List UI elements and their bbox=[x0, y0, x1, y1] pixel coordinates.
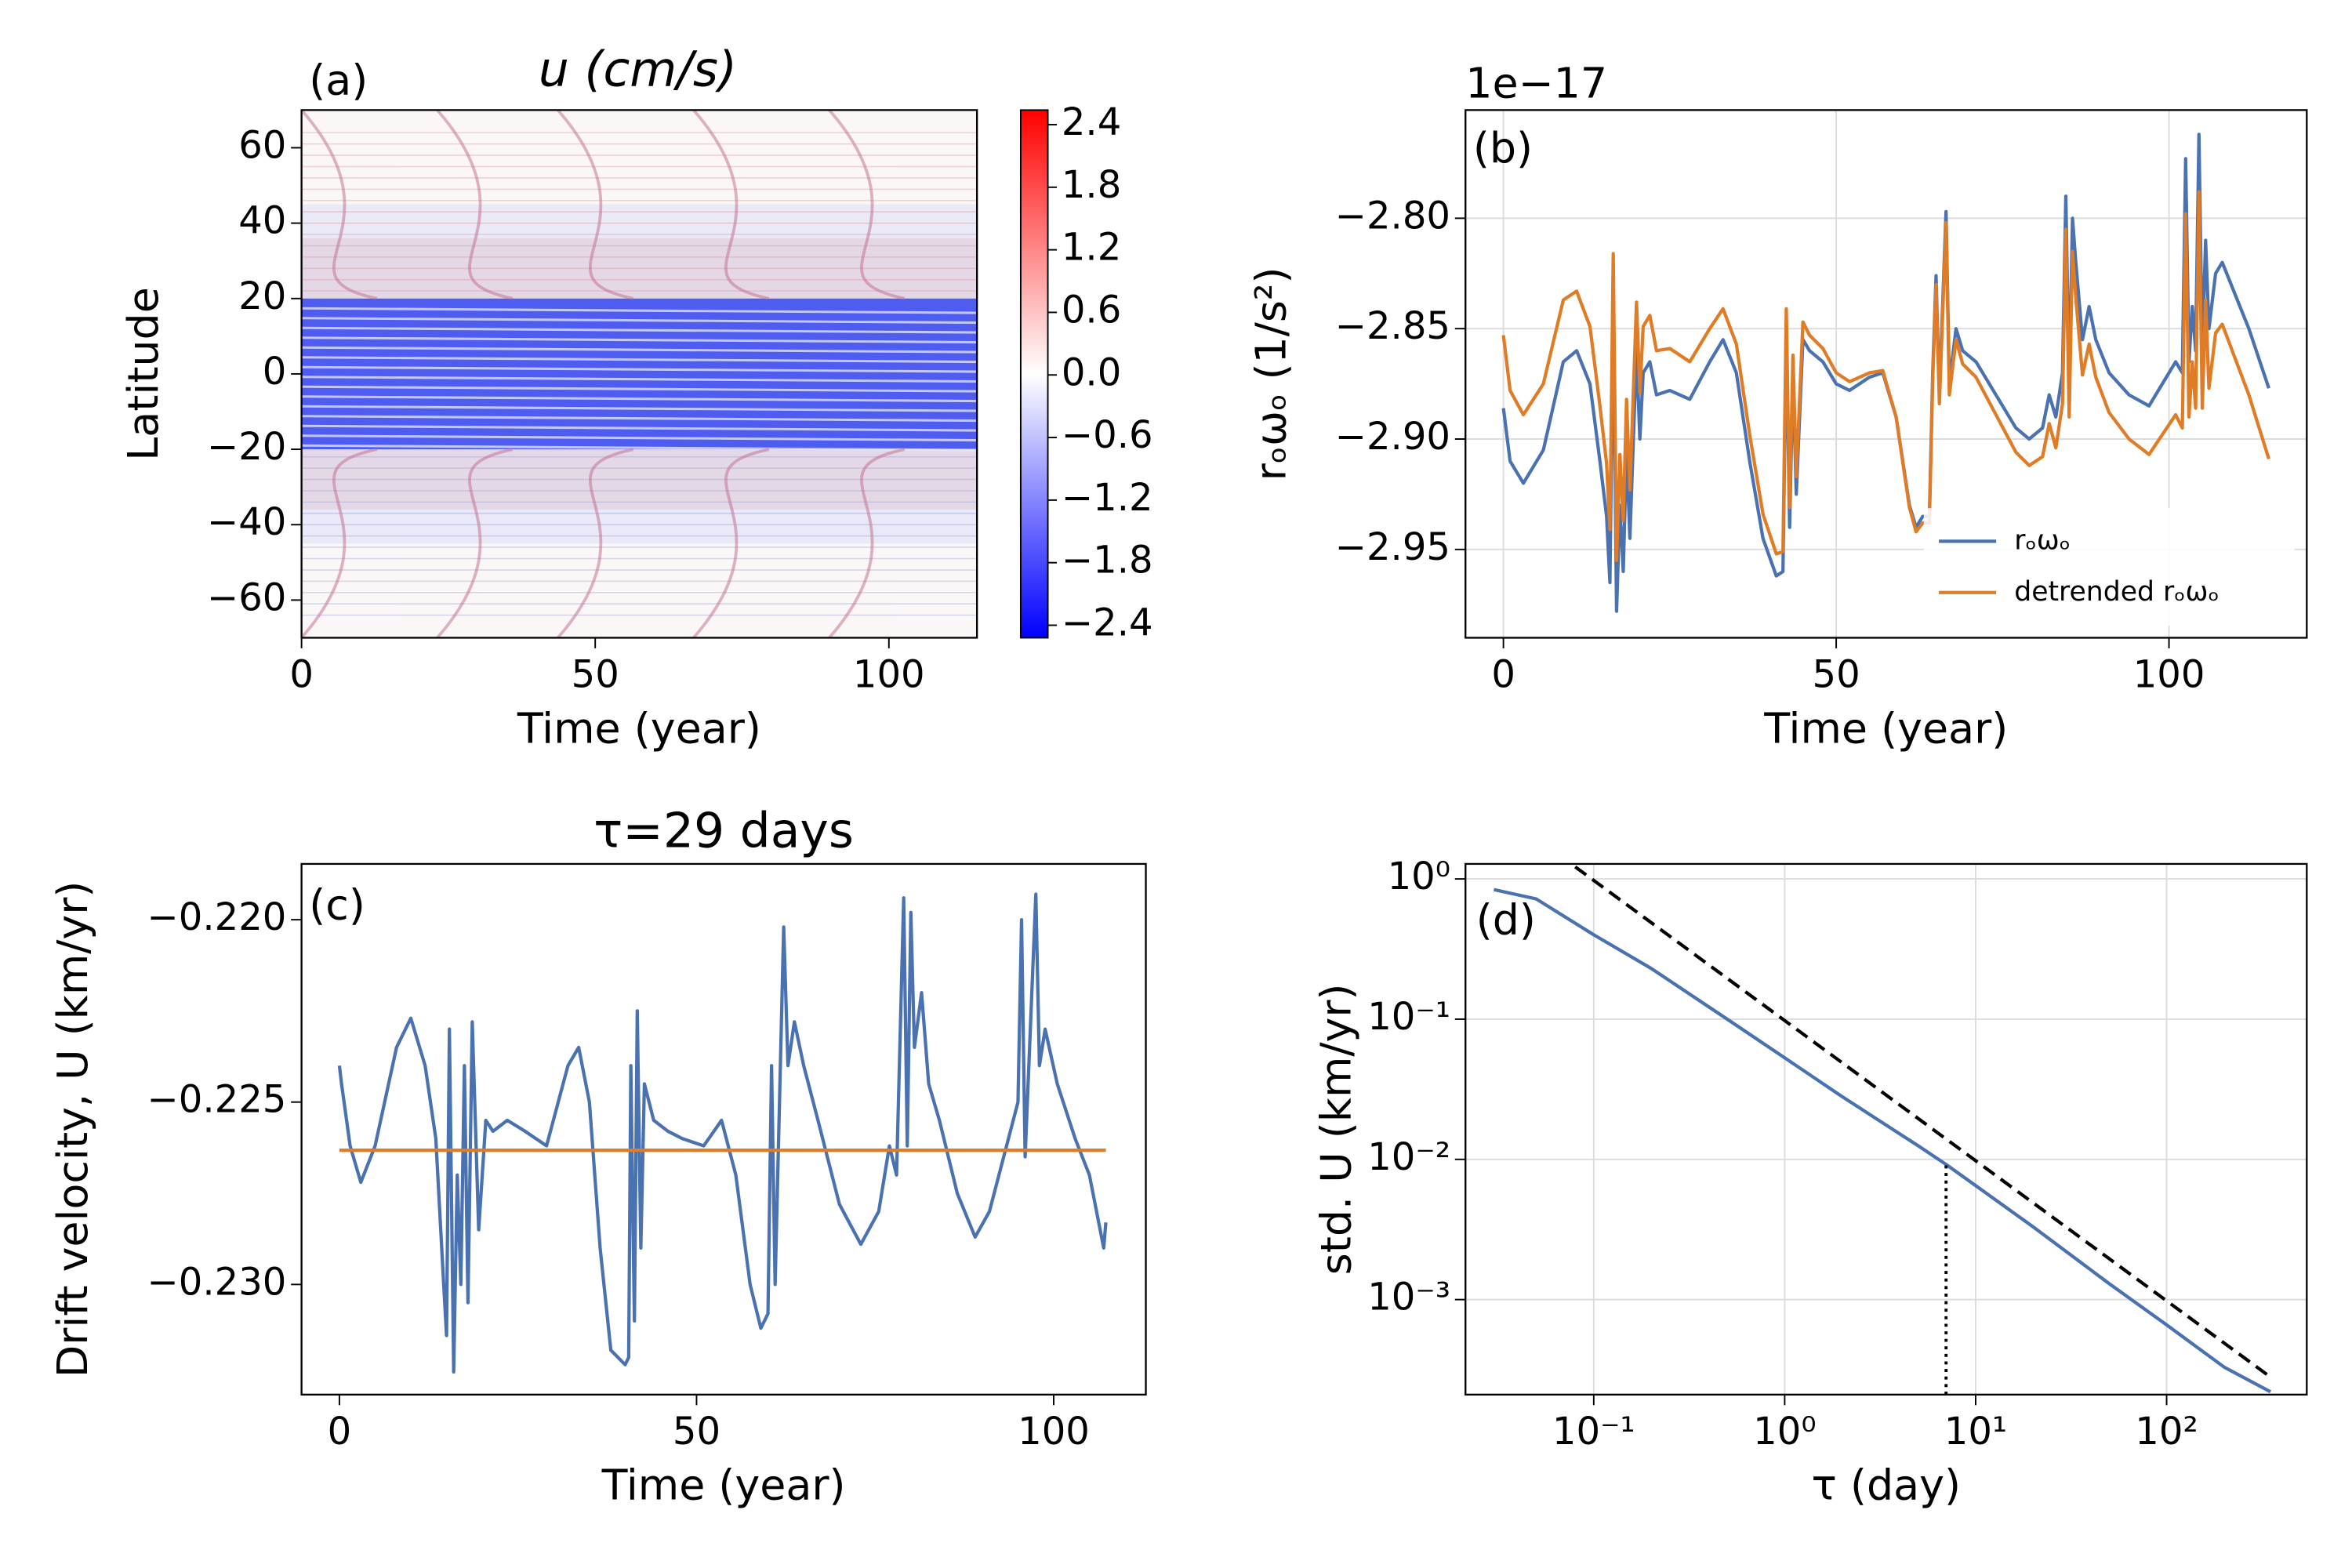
colorbar-tick-label: 0.6 bbox=[1062, 288, 1121, 332]
colorbar-tick-label: 0.0 bbox=[1062, 350, 1121, 394]
x-tick-label: 0 bbox=[328, 1410, 352, 1454]
y-tick-label: 10⁻³ bbox=[1367, 1276, 1450, 1319]
x-tick-label: 50 bbox=[673, 1410, 720, 1454]
panel-title: u (cm/s) bbox=[539, 41, 737, 97]
y-tick-label: −0.225 bbox=[147, 1078, 287, 1122]
y-tick-label: 40 bbox=[238, 199, 286, 243]
field-stripe bbox=[301, 356, 978, 364]
y-axis-label: Drift velocity, U (km/yr) bbox=[48, 881, 97, 1378]
colorbar-tick-label: −0.6 bbox=[1062, 413, 1153, 457]
colorbar-tick-label: 2.4 bbox=[1062, 100, 1121, 144]
y-tick-label: −20 bbox=[207, 425, 286, 469]
x-axis-label: Time (year) bbox=[601, 1461, 846, 1510]
field-wave bbox=[436, 110, 514, 300]
field-stripe bbox=[301, 346, 978, 354]
field-stripe bbox=[301, 365, 978, 373]
colorbar bbox=[1019, 109, 1049, 639]
field-stripe bbox=[301, 424, 978, 432]
field-wave bbox=[436, 448, 514, 638]
colorbar-tick-label: −2.4 bbox=[1062, 601, 1153, 644]
y-axis-label: Latitude bbox=[118, 287, 168, 461]
legend-label: detrended rₒωₒ bbox=[2014, 576, 2220, 608]
x-tick-label: 100 bbox=[1018, 1410, 1090, 1454]
colorbar-tick-label: −1.2 bbox=[1062, 476, 1153, 520]
x-tick-label: 0 bbox=[289, 652, 314, 696]
field-wave bbox=[828, 110, 906, 300]
axes-frame bbox=[1465, 862, 2308, 1396]
axes-frame bbox=[1465, 109, 2308, 639]
x-tick-label: 10² bbox=[2135, 1410, 2198, 1454]
panel-label: (a) bbox=[309, 55, 368, 104]
panel-label: (d) bbox=[1476, 895, 1536, 945]
field-stripe bbox=[301, 385, 978, 393]
y-tick-label: −2.95 bbox=[1335, 525, 1450, 569]
y-tick-label: −0.220 bbox=[147, 895, 287, 939]
x-axis-label: τ (day) bbox=[1812, 1461, 1962, 1510]
y-tick-label: −0.230 bbox=[147, 1260, 287, 1304]
series-line bbox=[337, 892, 1108, 1374]
field-wave bbox=[692, 448, 770, 638]
y-tick-label: 20 bbox=[238, 274, 286, 318]
field-wave bbox=[301, 110, 378, 300]
field-band bbox=[301, 449, 978, 544]
series-line bbox=[1573, 865, 2270, 1377]
x-tick-label: 50 bbox=[1813, 652, 1860, 696]
field-stripe bbox=[301, 317, 978, 325]
x-tick-label: 10¹ bbox=[1944, 1410, 2007, 1454]
axis-offset: 1e−17 bbox=[1465, 58, 1607, 107]
field-wave bbox=[557, 448, 634, 638]
field-stripe bbox=[301, 336, 978, 344]
y-tick-label: −2.85 bbox=[1335, 304, 1450, 348]
field-wave bbox=[828, 448, 906, 638]
panel-title: τ=29 days bbox=[593, 803, 854, 859]
y-axis-label: rₒωₒ (1/s²) bbox=[1247, 267, 1296, 481]
field-wave bbox=[557, 110, 634, 300]
field-band bbox=[301, 204, 978, 299]
y-tick-label: 10⁻¹ bbox=[1367, 995, 1450, 1039]
x-tick-label: 10⁰ bbox=[1753, 1410, 1816, 1454]
series-line bbox=[1494, 887, 2272, 1394]
field-stripe bbox=[301, 395, 978, 403]
field-wave bbox=[301, 448, 378, 638]
field-wave bbox=[692, 110, 770, 300]
field-stripe bbox=[301, 434, 978, 442]
y-tick-label: 60 bbox=[238, 123, 286, 167]
field-stripe bbox=[301, 376, 978, 383]
x-tick-label: 50 bbox=[572, 652, 619, 696]
y-tick-label: 0 bbox=[263, 350, 287, 394]
y-tick-label: −2.80 bbox=[1335, 194, 1450, 238]
x-tick-label: 100 bbox=[2133, 652, 2205, 696]
colorbar-tick-label: 1.8 bbox=[1062, 163, 1121, 207]
panel-label: (c) bbox=[309, 880, 365, 929]
legend-label: rₒωₒ bbox=[2014, 524, 2071, 556]
series-line bbox=[1501, 190, 2270, 563]
axes-frame bbox=[300, 109, 978, 639]
field-stripe bbox=[301, 326, 978, 334]
axes-frame bbox=[300, 862, 1147, 1396]
legend-box bbox=[1923, 508, 2295, 626]
colorbar-tick-label: −1.8 bbox=[1062, 539, 1153, 583]
y-tick-label: −60 bbox=[207, 575, 286, 619]
field-stripe bbox=[301, 444, 978, 452]
y-tick-label: 10⁰ bbox=[1388, 855, 1450, 898]
x-tick-label: 0 bbox=[1491, 652, 1515, 696]
y-tick-label: −40 bbox=[207, 500, 286, 544]
field-stripe bbox=[301, 307, 978, 314]
y-tick-label: 10⁻² bbox=[1367, 1135, 1450, 1179]
colorbar-tick-label: 1.2 bbox=[1062, 226, 1121, 270]
y-axis-label: std. U (km/yr) bbox=[1311, 983, 1360, 1275]
field-stripe bbox=[301, 415, 978, 423]
y-tick-label: −2.90 bbox=[1335, 415, 1450, 459]
heatmap-field bbox=[301, 110, 978, 638]
x-axis-label: Time (year) bbox=[517, 703, 761, 753]
x-axis-label: Time (year) bbox=[1763, 703, 2008, 753]
field-band bbox=[301, 298, 978, 450]
x-tick-label: 10⁻¹ bbox=[1552, 1410, 1635, 1454]
panel-label: (b) bbox=[1473, 123, 1533, 172]
x-tick-label: 100 bbox=[853, 652, 925, 696]
field-stripe bbox=[301, 405, 978, 412]
